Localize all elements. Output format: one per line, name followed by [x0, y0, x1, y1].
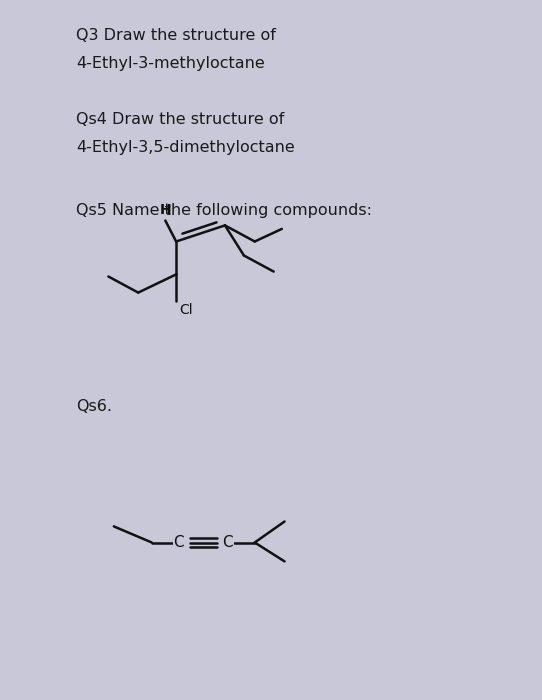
Text: H: H — [159, 203, 171, 217]
Text: 4-Ethyl-3,5-dimethyloctane: 4-Ethyl-3,5-dimethyloctane — [76, 140, 295, 155]
Text: 4-Ethyl-3-methyloctane: 4-Ethyl-3-methyloctane — [76, 56, 264, 71]
Text: C: C — [173, 535, 184, 550]
Text: Qs6.: Qs6. — [76, 399, 112, 414]
Text: Cl: Cl — [179, 303, 192, 317]
Text: Q3 Draw the structure of: Q3 Draw the structure of — [76, 28, 276, 43]
Text: Qs4 Draw the structure of: Qs4 Draw the structure of — [76, 112, 284, 127]
Text: Qs5 Name the following compounds:: Qs5 Name the following compounds: — [76, 203, 372, 218]
Text: C: C — [222, 535, 233, 550]
